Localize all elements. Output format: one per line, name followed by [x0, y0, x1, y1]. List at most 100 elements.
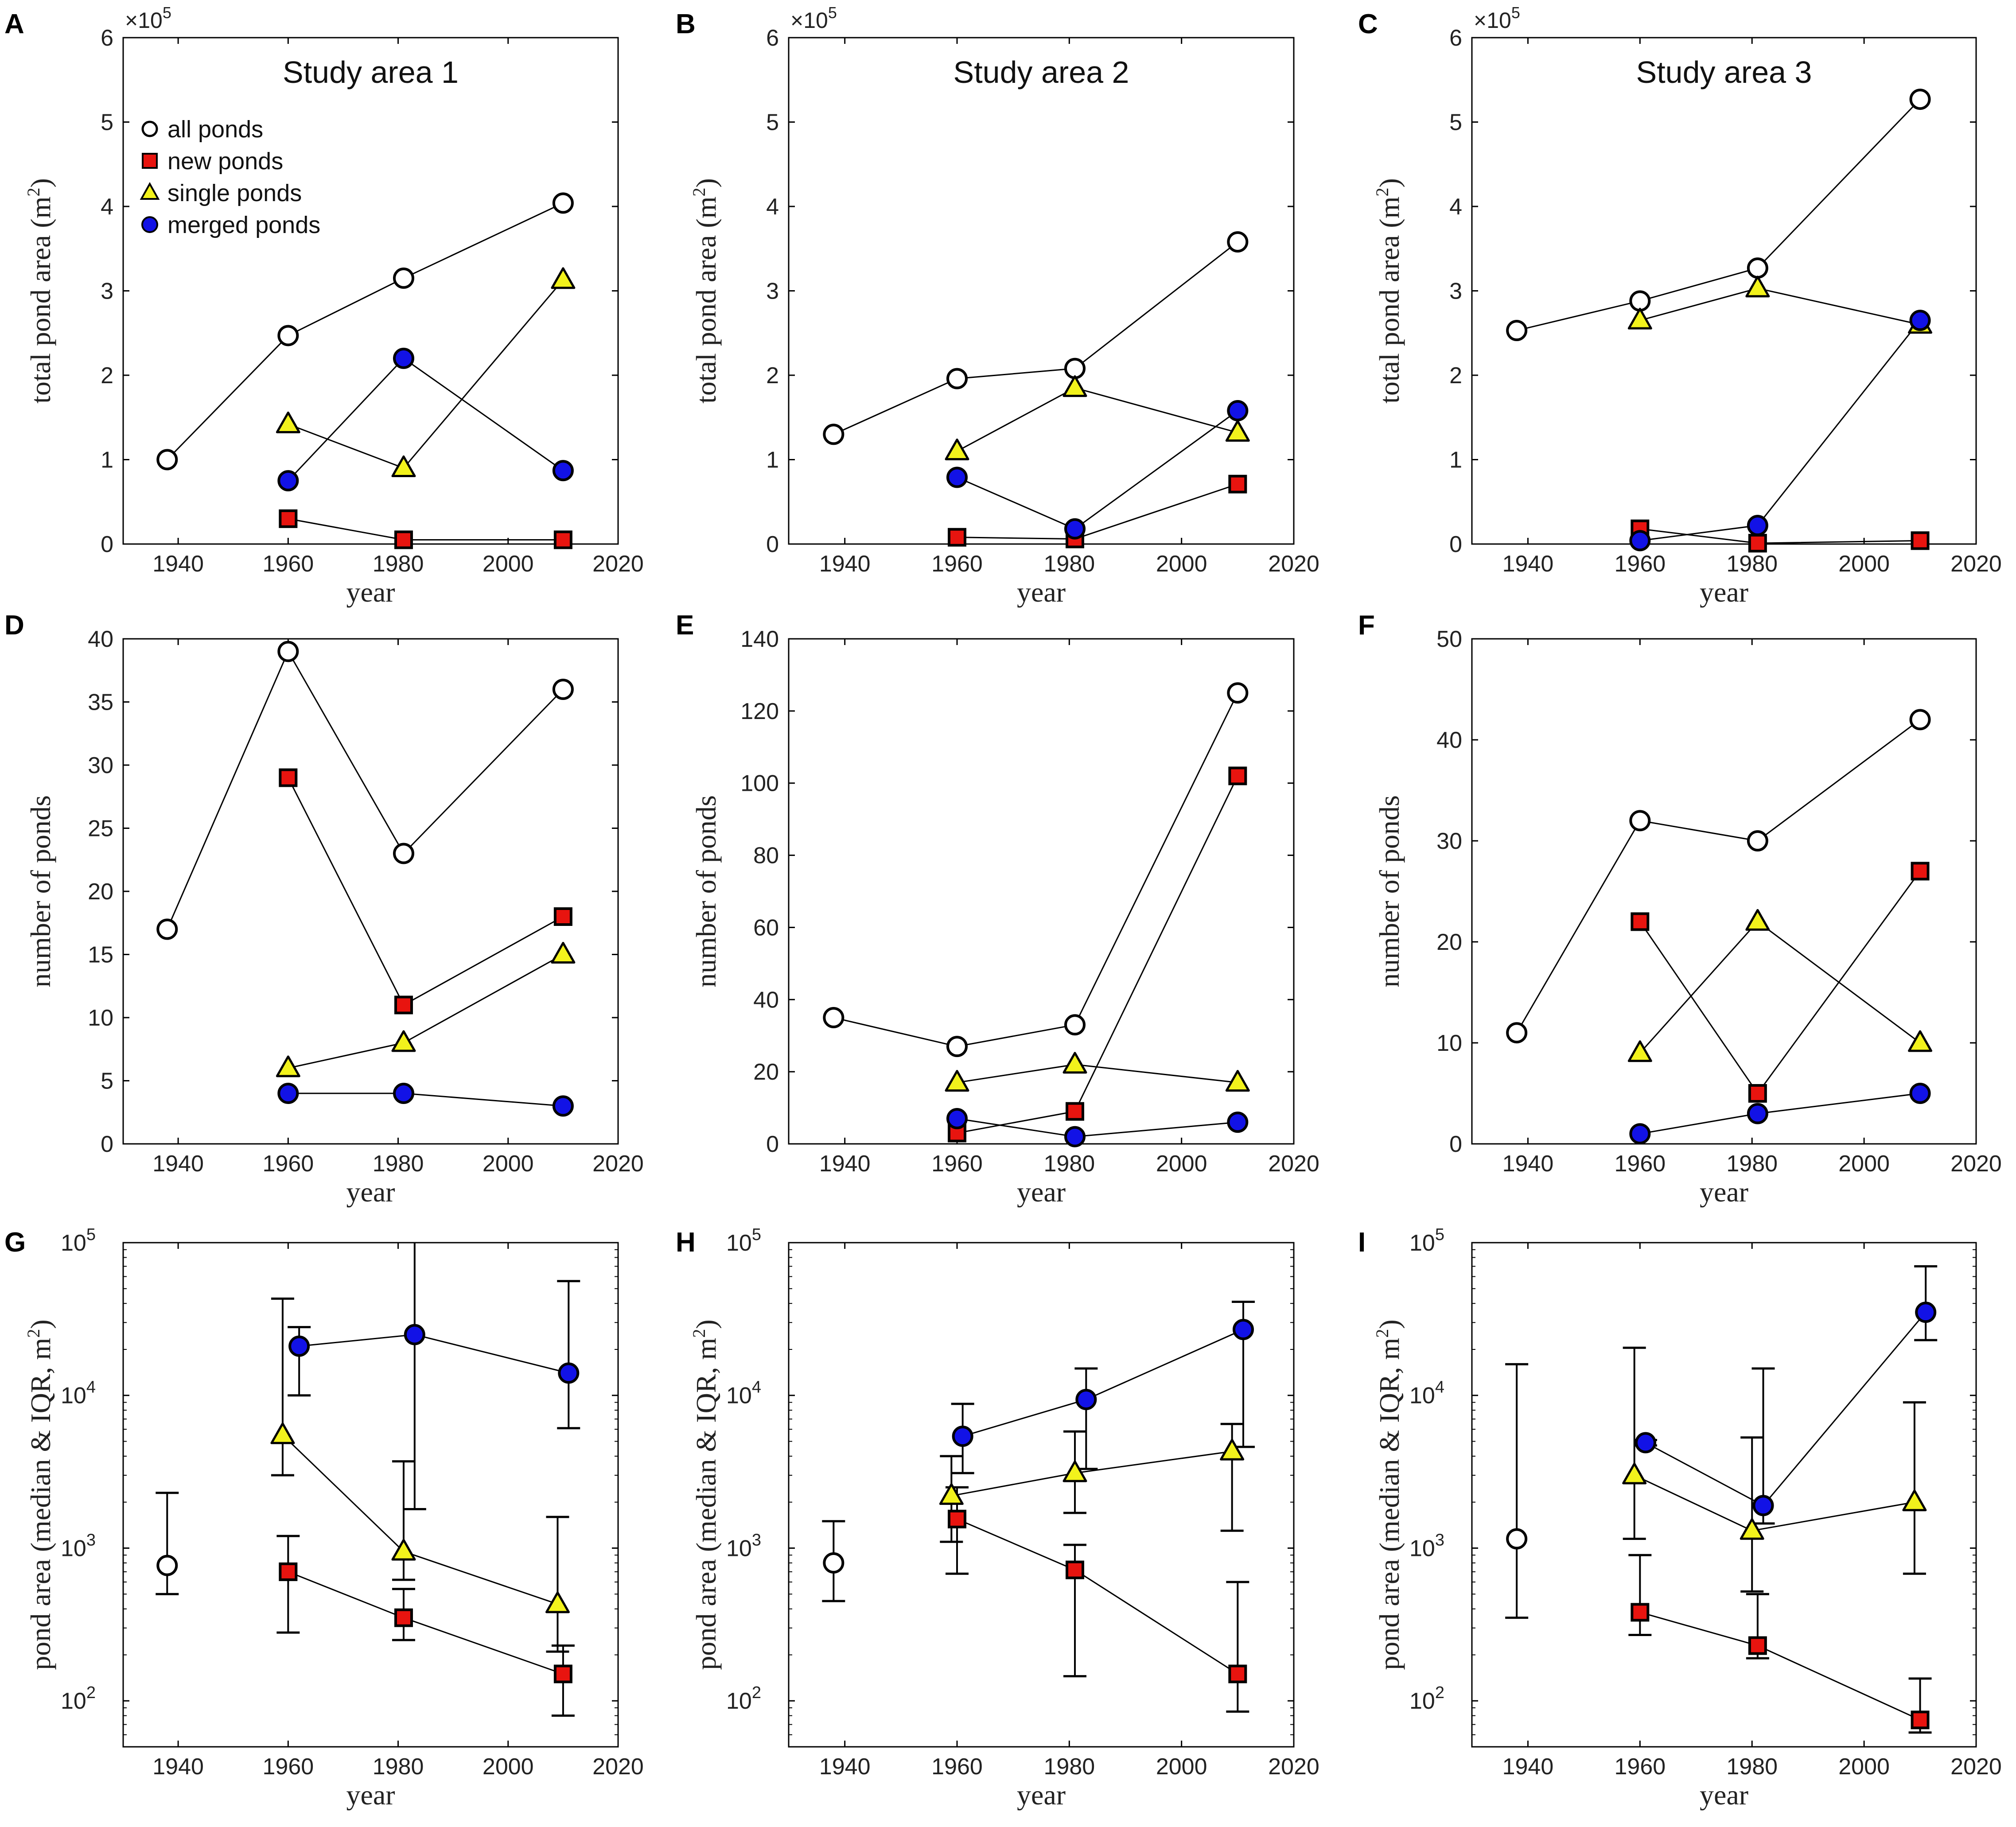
y-tick-base: 10 — [61, 1688, 86, 1714]
series-new — [946, 1486, 1249, 1713]
y-tick-label: 5 — [1449, 110, 1462, 136]
data-point-merged — [946, 466, 968, 488]
data-point-all — [1747, 830, 1768, 851]
data-point-merged — [404, 1324, 425, 1345]
markers-single — [276, 267, 576, 478]
data-point-new — [1228, 766, 1247, 785]
series-line-new — [288, 518, 563, 540]
series-new — [1639, 871, 1921, 1095]
series-line-merged — [962, 1329, 1244, 1437]
series-line-merged — [299, 1334, 569, 1374]
y-tick-exponent: 2 — [752, 1683, 761, 1702]
y-tick-base: 10 — [726, 1383, 752, 1409]
y-tick-label: 6 — [766, 25, 779, 51]
y-tick-label: 20 — [88, 879, 113, 905]
y-tick-label: 5 — [101, 110, 113, 136]
data-point-merged — [1629, 1123, 1651, 1145]
data-point-single — [1225, 1070, 1250, 1092]
series-line-new — [1639, 1611, 1921, 1721]
markers-merged — [277, 1083, 574, 1117]
y-tick-base: 10 — [1409, 1688, 1435, 1714]
y-tick-label: 103 — [1409, 1531, 1444, 1561]
y-axis-label-tail: ) — [690, 1319, 722, 1329]
y-tick-label: 0 — [766, 1131, 779, 1157]
y-tick-label: 30 — [1436, 828, 1462, 854]
y-tick-label: 1 — [101, 447, 113, 473]
panel-label: B — [676, 9, 696, 39]
y-tick-label: 30 — [88, 753, 113, 778]
data-point-single — [276, 411, 300, 433]
y-tick-label: 0 — [766, 532, 779, 557]
markers-new — [1631, 1603, 1930, 1730]
axes-box — [788, 638, 1295, 1145]
data-point-single — [1062, 1460, 1087, 1482]
data-point-all — [946, 368, 968, 389]
y-axis-label-tail: ) — [25, 178, 56, 187]
series-new — [957, 483, 1238, 540]
y-multiplier-base: ×10 — [125, 8, 163, 33]
legend-label-single: single ponds — [167, 180, 302, 206]
markers-merged — [1629, 1083, 1931, 1145]
series-line-new — [1639, 871, 1921, 1095]
y-tick-label: 3 — [101, 279, 113, 304]
data-point-merged — [288, 1335, 310, 1357]
markers-single — [945, 375, 1250, 460]
y-tick-label: 103 — [726, 1531, 761, 1561]
y-multiplier-exponent: 5 — [163, 4, 171, 22]
x-tick-label: 1940 — [1502, 1151, 1554, 1177]
x-tick-label: 2020 — [1950, 551, 2002, 577]
x-tick-label: 2020 — [1950, 1754, 2002, 1780]
y-tick-exponent: 2 — [86, 1683, 96, 1702]
x-axis-label: year — [1017, 576, 1066, 608]
x-tick-label: 1980 — [1726, 1754, 1778, 1780]
data-point-new — [1911, 1710, 1930, 1730]
series-all — [156, 1492, 179, 1595]
data-point-merged — [1075, 1389, 1097, 1411]
y-tick-exponent: 4 — [752, 1378, 761, 1397]
data-point-all — [393, 267, 414, 289]
data-point-single — [1627, 1040, 1652, 1062]
data-point-all — [1227, 682, 1249, 704]
x-tick-label: 1960 — [931, 551, 983, 577]
x-tick-label: 2020 — [592, 1151, 644, 1177]
series-single — [1639, 921, 1921, 1053]
markers-merged — [288, 1324, 580, 1384]
y-axis-label: pond area (median & IQR, m2) — [1372, 1319, 1405, 1670]
y-tick-label: 50 — [1436, 626, 1462, 652]
x-tick-label: 2000 — [1838, 1754, 1890, 1780]
data-point-single — [276, 1055, 300, 1077]
y-tick-label: 0 — [1449, 532, 1462, 557]
series-line-all — [1516, 719, 1921, 1033]
y-axis-label: number of ponds — [690, 795, 722, 987]
y-tick-label: 2 — [1449, 363, 1462, 389]
markers-merged — [277, 347, 574, 492]
x-tick-label: 1940 — [1502, 1754, 1554, 1780]
axes-box — [1471, 638, 1977, 1145]
y-tick-base: 10 — [726, 1230, 752, 1256]
data-point-new — [948, 1509, 966, 1528]
data-point-all — [823, 1007, 845, 1028]
markers-all — [156, 641, 574, 940]
y-tick-label: 102 — [726, 1683, 761, 1714]
x-tick-label: 1980 — [1726, 1151, 1778, 1177]
markers-new — [1631, 519, 1930, 553]
series-line-merged — [288, 357, 564, 482]
series-all — [1516, 99, 1921, 331]
series-new — [957, 775, 1238, 1134]
series-line-all — [167, 202, 564, 460]
y-tick-label: 6 — [1449, 25, 1462, 51]
x-axis-label: year — [1700, 1779, 1748, 1811]
x-tick-label: 2000 — [483, 551, 534, 577]
data-point-single — [391, 1539, 416, 1561]
y-tick-label: 2 — [766, 363, 779, 389]
y-tick-label: 103 — [61, 1531, 96, 1561]
x-tick-label: 1960 — [931, 1754, 983, 1780]
series-all — [833, 241, 1238, 435]
data-point-single — [1902, 1489, 1927, 1512]
x-tick-label: 1980 — [1043, 551, 1095, 577]
x-tick-label: 1940 — [152, 1754, 204, 1780]
y-multiplier-exponent: 5 — [828, 4, 837, 22]
